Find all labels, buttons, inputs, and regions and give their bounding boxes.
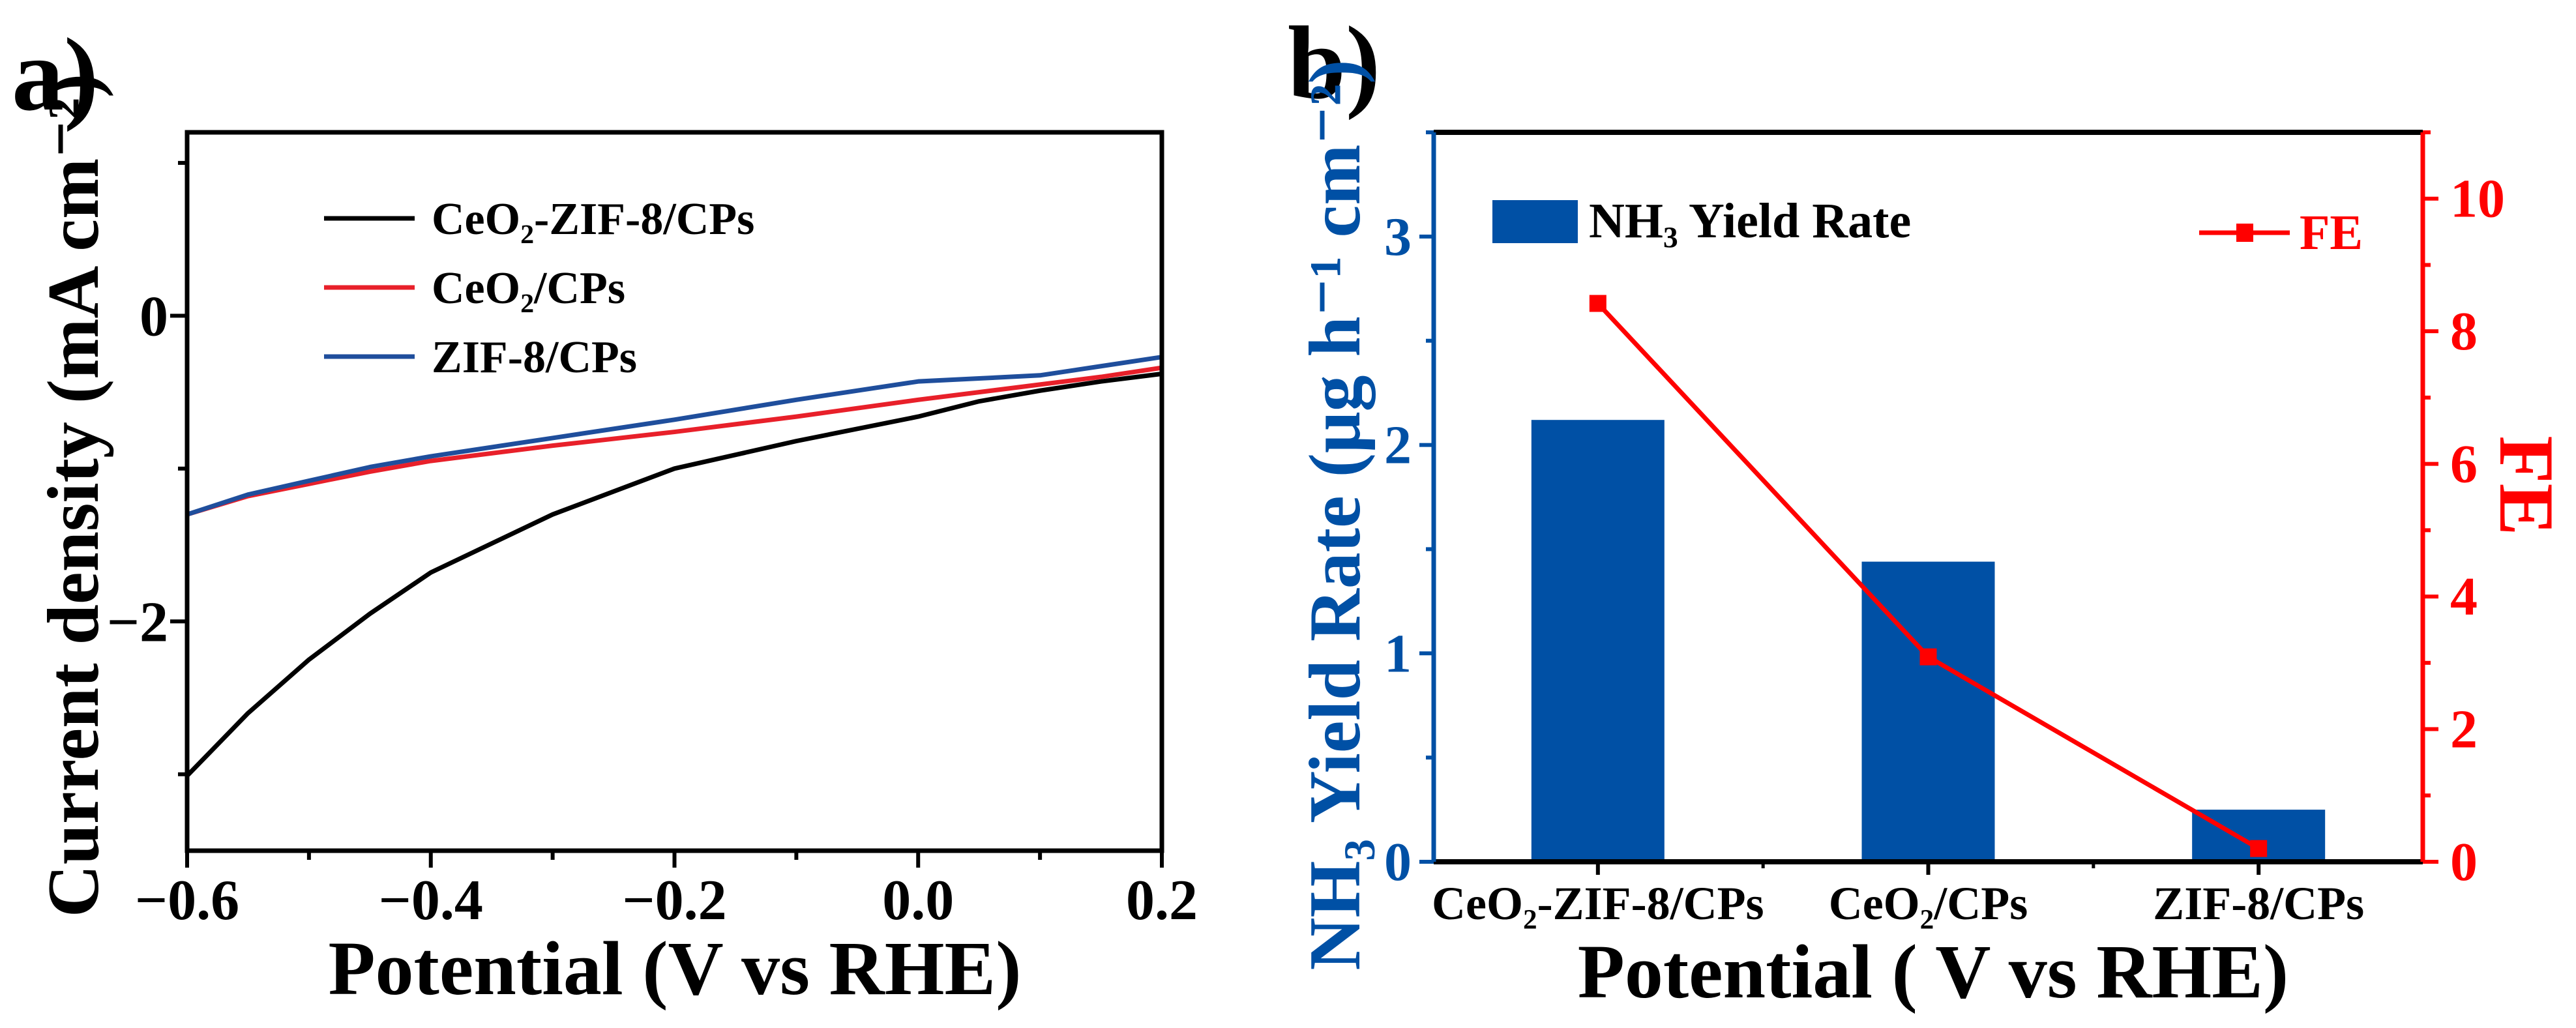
x-tick-label: 0.2: [1126, 869, 1198, 932]
x-tick-label: 0.0: [882, 869, 954, 932]
legend-swatch-fe-marker: [2236, 224, 2253, 242]
bar-0: [1531, 420, 1665, 862]
panel-b: b) CeO₂-ZIF-8/CPs CeO₂/CPs ZIF-8/CPs 0123 …: [1288, 5, 2570, 1014]
left-tick-label: 1: [1384, 623, 1412, 684]
x-tick-label: −0.2: [622, 869, 726, 932]
right-tick-label: 2: [2450, 699, 2478, 760]
panel-a: a) −0.6 −0.4 −0.2 0.0 0.2 −2 0 Potential (V v…: [12, 16, 1198, 1011]
panel-b-category-labels: CeO₂-ZIF-8/CPs CeO₂/CPs ZIF-8/CPs: [1432, 877, 2364, 930]
legend-swatch-bar: [1492, 200, 1578, 243]
panel-label-a: a): [12, 16, 98, 132]
fe-point-0: [1589, 295, 1606, 312]
legend-label-2: ZIF-8/CPs: [432, 332, 637, 383]
panel-b-left-tick-labels: 0 1 2 3: [1384, 207, 1412, 892]
panel-a-legend: CeO₂-ZIF-8/CPs CeO₂/CPs ZIF-8/CPs: [324, 194, 754, 383]
right-tick-label: 0: [2450, 832, 2478, 892]
panel-a-y-tick-labels: −2 0: [107, 285, 168, 654]
left-tick-label: 2: [1384, 415, 1412, 476]
x-tick-label: −0.6: [135, 869, 239, 932]
panel-b-left-axis-title: NH₃ Yield Rate (μg h⁻¹ cm⁻²): [1295, 59, 1376, 970]
left-tick-label: 0: [1384, 832, 1412, 892]
legend-label-fe: FE: [2300, 205, 2363, 260]
panel-a-y-axis-title: Current density (mA cm⁻²): [33, 74, 114, 917]
y-tick-label: −2: [107, 591, 168, 654]
x-tick-label: −0.4: [379, 869, 483, 932]
panel-b-legend: NH₃ Yield Rate FE: [1492, 194, 2363, 260]
y-tick-label: 0: [140, 285, 168, 348]
legend-label-1: CeO₂/CPs: [432, 263, 625, 314]
right-tick-label: 4: [2450, 566, 2478, 627]
panel-b-right-tick-labels: 0 2 4 6 8 10: [2450, 169, 2505, 892]
fe-point-2: [2250, 840, 2268, 857]
category-label: ZIF-8/CPs: [2153, 877, 2364, 930]
series-line-2: [186, 355, 1162, 517]
legend-label-bar: NH₃ Yield Rate: [1589, 194, 1911, 248]
series-line-0: [185, 371, 1162, 778]
panel-a-marks: [170, 130, 1164, 868]
legend-label-0: CeO₂-ZIF-8/CPs: [432, 194, 754, 244]
panel-b-x-axis-title: Potential ( V vs RHE): [1578, 929, 2288, 1014]
category-label: CeO₂/CPs: [1829, 877, 2028, 930]
panel-b-marks: [1419, 130, 2438, 875]
panel-label-b: b): [1288, 5, 1380, 121]
panel-a-x-axis-title: Potential (V vs RHE): [328, 926, 1021, 1011]
right-tick-label: 8: [2450, 301, 2478, 362]
series-line-1: [186, 365, 1162, 517]
right-tick-label: 10: [2450, 169, 2505, 229]
fe-point-1: [1919, 648, 1937, 666]
panel-b-right-axis-title: FE: [2483, 435, 2570, 535]
panel-a-x-tick-labels: −0.6 −0.4 −0.2 0.0 0.2: [135, 869, 1198, 932]
right-tick-label: 6: [2450, 434, 2478, 495]
category-label: CeO₂-ZIF-8/CPs: [1432, 877, 1764, 930]
left-tick-label: 3: [1384, 207, 1412, 267]
